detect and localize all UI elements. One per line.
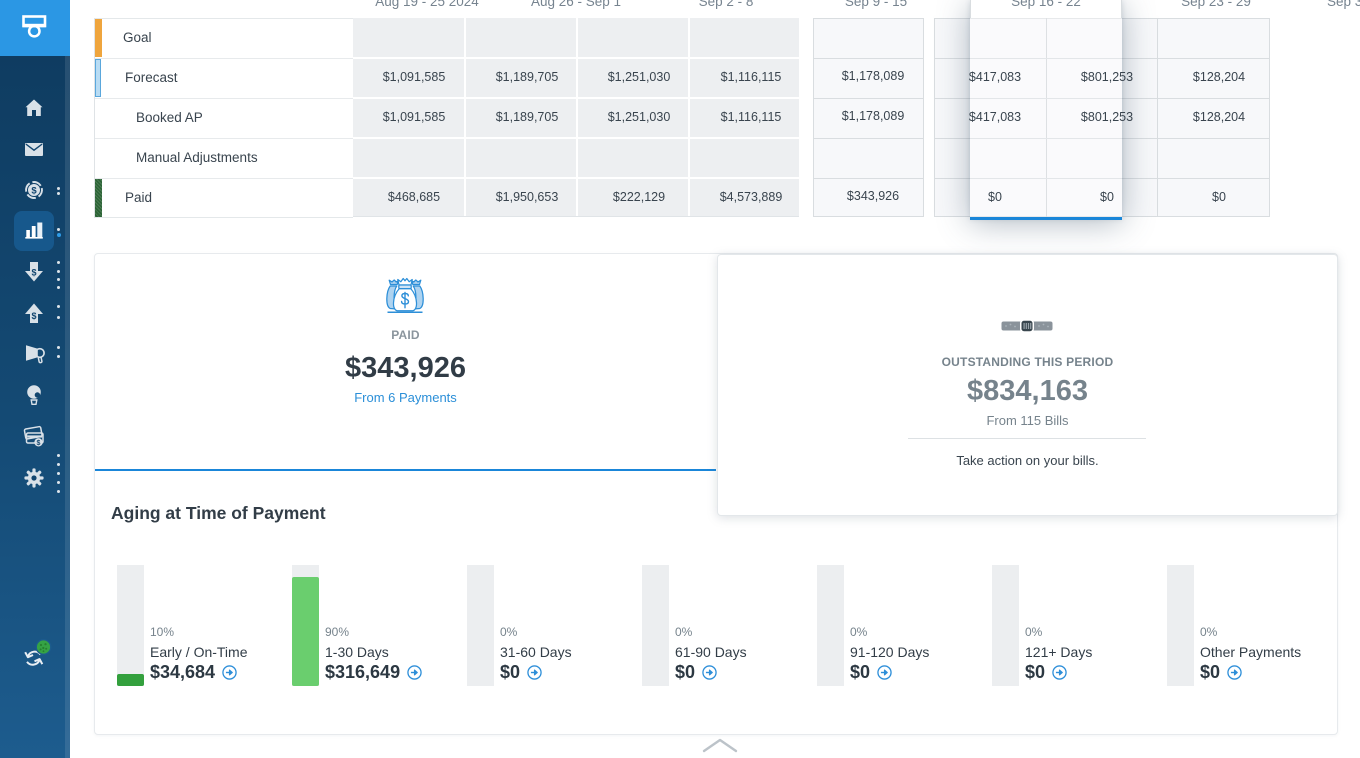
svg-text:$: $ bbox=[37, 440, 41, 447]
svg-text:$: $ bbox=[31, 185, 37, 196]
svg-text:$: $ bbox=[31, 311, 36, 321]
svg-text:$: $ bbox=[31, 268, 36, 278]
